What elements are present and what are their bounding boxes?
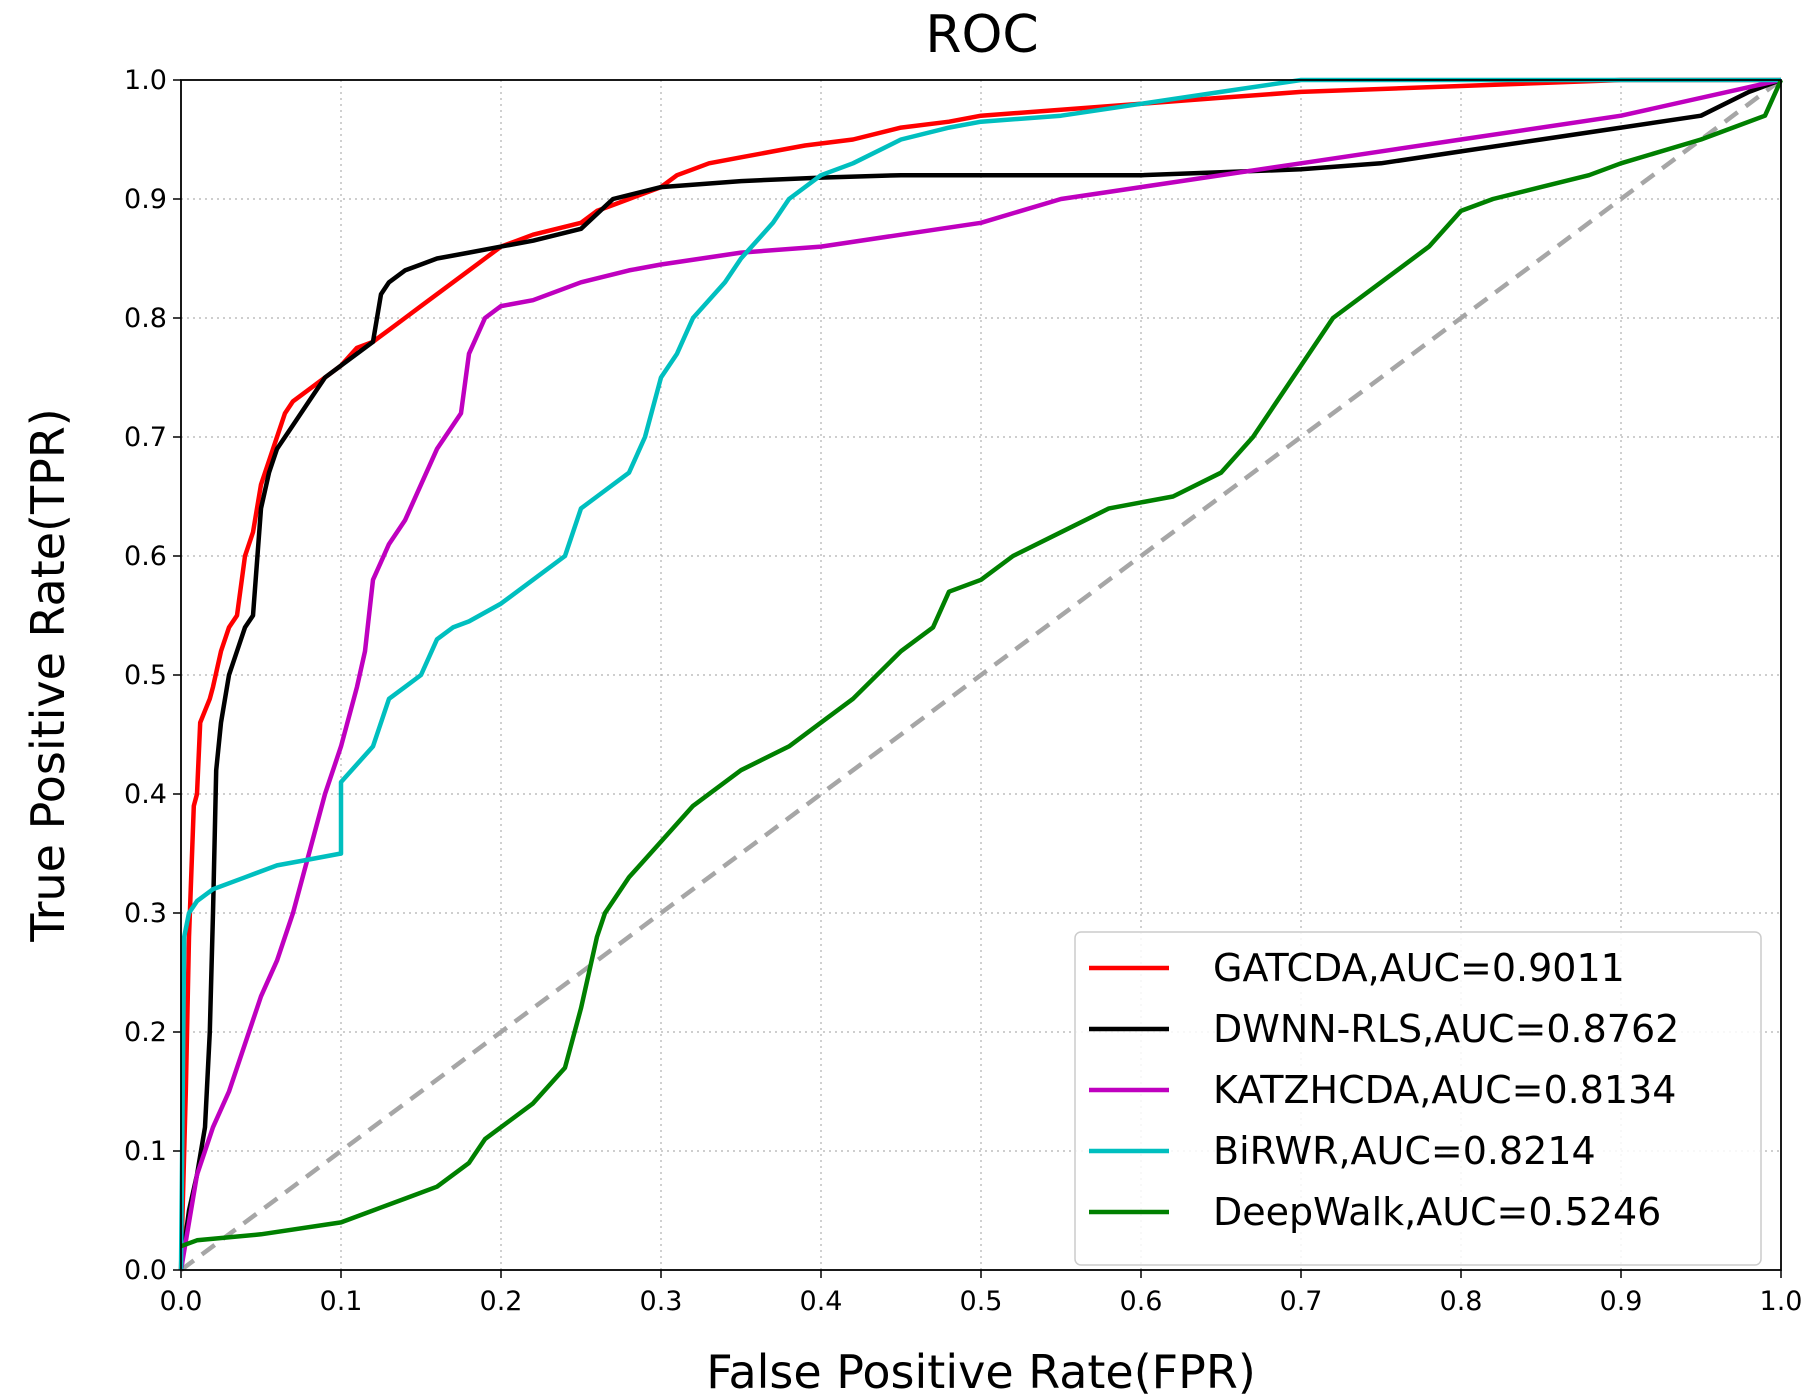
series-line-dwnn-rls	[178, 77, 1782, 1271]
x-tick-label: 0.2	[480, 1286, 523, 1317]
tick-layer: 0.0 0.1 0.2 0.3 0.4 0.5 0.6 0.7 0.8 0.9 1.0 0.0 0.1 0…	[124, 65, 1802, 1317]
y-tick-label: 0.6	[124, 541, 167, 572]
x-tick-label: 0.4	[800, 1286, 843, 1317]
x-tick-label: 1.0	[1760, 1286, 1803, 1317]
x-tick-label: 0.1	[320, 1286, 363, 1317]
chance-reference-line	[179, 78, 1783, 1272]
x-axis-title: False Positive Rate(FPR)	[706, 1345, 1256, 1399]
chart-title: ROC	[925, 5, 1038, 65]
y-tick-label: 0.1	[124, 1136, 167, 1167]
y-tick-label: 0.8	[124, 303, 167, 334]
x-tick-label: 0.5	[960, 1286, 1003, 1317]
legend-label-dwnn-rls: DWNN-RLS,AUC=0.8762	[1213, 1007, 1679, 1051]
series-line-katzhcda	[178, 77, 1782, 1271]
legend: GATCDA,AUC=0.9011 DWNN-RLS,AUC=0.8762 KATZ…	[1074, 931, 1762, 1266]
y-axis-title: True Positive Rate(TPR)	[21, 408, 75, 942]
legend-label-katzhcda: KATZHCDA,AUC=0.8134	[1213, 1068, 1676, 1112]
y-tick-label: 0.2	[124, 1017, 167, 1048]
y-tick-label: 0.0	[124, 1255, 167, 1286]
legend-label-gatcda: GATCDA,AUC=0.9011	[1213, 946, 1625, 990]
series-line-deepwalk	[180, 79, 1784, 1249]
x-tick-label: 0.7	[1280, 1286, 1323, 1317]
y-tick-label: 0.3	[124, 898, 167, 929]
y-tick-label: 1.0	[124, 65, 167, 96]
y-tick-label: 0.9	[124, 184, 167, 215]
series-line-birwr	[178, 77, 1781, 1271]
y-tick-label: 0.4	[124, 779, 167, 810]
series-layer	[178, 77, 1784, 1272]
y-tick-label: 0.7	[124, 422, 167, 453]
series-line-gatcda	[178, 77, 1781, 1271]
x-tick-label: 0.9	[1600, 1286, 1643, 1317]
x-tick-label: 0.6	[1120, 1286, 1163, 1317]
legend-label-deepwalk: DeepWalk,AUC=0.5246	[1213, 1190, 1661, 1234]
x-tick-label: 0.8	[1440, 1286, 1483, 1317]
legend-label-birwr: BiRWR,AUC=0.8214	[1213, 1129, 1596, 1173]
y-tick-label: 0.5	[124, 660, 167, 691]
legend-box	[1074, 931, 1762, 1266]
x-tick-label: 0.0	[160, 1286, 203, 1317]
x-tick-label: 0.3	[640, 1286, 683, 1317]
